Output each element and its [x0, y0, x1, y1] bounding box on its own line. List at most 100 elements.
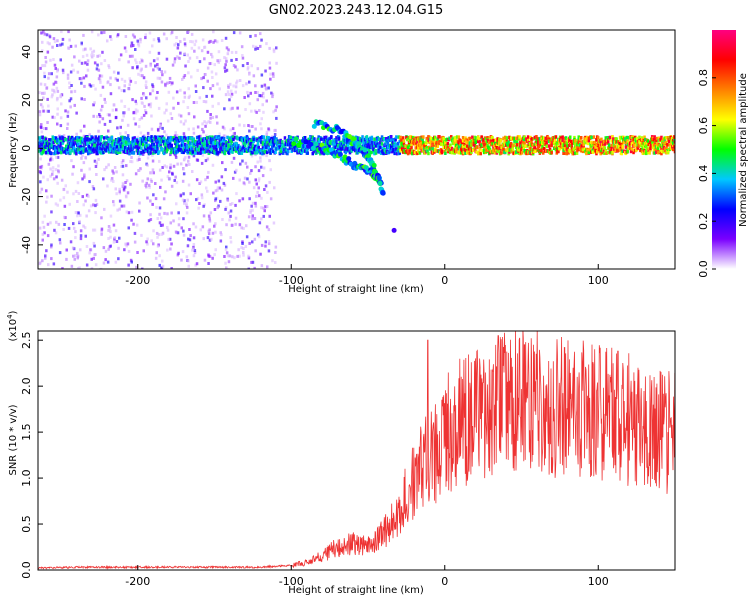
spectrogram-cell [144, 111, 148, 115]
spectrogram-cell [163, 130, 166, 134]
spectrogram-cell [182, 75, 186, 79]
spectrogram-cell [192, 127, 195, 131]
spectrogram-cell [98, 54, 101, 58]
spectrogram-cell [222, 143, 226, 147]
spectrogram-cell [547, 144, 551, 148]
spectrogram-cell [571, 151, 574, 156]
spectrogram-cell [86, 68, 90, 72]
spectrogram-cell [313, 141, 319, 147]
spectrogram-cell [185, 146, 189, 150]
spectrogram-cell [188, 163, 191, 166]
spectrogram-cell [202, 204, 205, 208]
spectrogram-cell [179, 162, 183, 166]
spectrogram-cell [217, 50, 221, 54]
spectrogram-cell [76, 142, 80, 147]
spectrogram-cell [95, 202, 99, 206]
spectrogram-cell [258, 221, 262, 225]
spectrogram-cell [517, 151, 520, 155]
spectrogram-cell [541, 145, 544, 149]
spectrogram-cell [195, 178, 199, 182]
spectrogram-cell [225, 59, 228, 63]
spectrogram-cell [378, 150, 381, 154]
spectrogram-cell [444, 141, 447, 145]
colorbar-tick-label: 0.6 [697, 117, 710, 135]
spectrogram-cell [272, 221, 276, 225]
spectrogram-cell [260, 84, 264, 88]
spectrogram-cell [210, 52, 213, 56]
spectrogram-cell [375, 140, 379, 144]
spectrogram-cell [63, 215, 66, 219]
spectrogram-cell [611, 151, 614, 155]
spectrogram-cell [250, 138, 254, 142]
spectrogram-cell [266, 190, 269, 194]
spectrogram-cell [175, 42, 178, 46]
spectrogram-cell [584, 140, 587, 145]
spectrogram-cell [464, 144, 467, 149]
spectrogram-cell [553, 140, 557, 144]
spectrogram-cell [267, 145, 271, 149]
spectrogram-cell [184, 119, 187, 123]
spectrogram-cell [348, 146, 352, 150]
spectrogram-cell [207, 232, 211, 236]
spectrogram-cell [54, 231, 58, 235]
spectrogram-cell [137, 42, 140, 46]
spectrogram-cell [520, 148, 523, 152]
spectrogram-cell [66, 122, 70, 126]
spectrogram-cell [62, 134, 66, 138]
spectrogram-cell [436, 137, 439, 141]
spectrogram-cell [274, 261, 277, 264]
spectrogram-cell [269, 197, 273, 201]
spectrogram-cell [53, 228, 56, 232]
spectrogram-cell [116, 208, 119, 212]
spectrogram-cell [92, 256, 95, 260]
snr-y-tick-label: 1.5 [20, 423, 33, 441]
spectrogram-cell [220, 140, 223, 144]
spectrogram-cell [411, 149, 414, 153]
spectrogram-cell [253, 237, 257, 241]
spectrogram-cell [100, 232, 103, 236]
spectrogram-cell [41, 64, 44, 68]
spectrogram-cell [56, 181, 59, 185]
spectrogram-cell [553, 145, 557, 150]
spectrogram-cell [59, 43, 62, 47]
spectrogram-cell [245, 224, 248, 228]
spectrogram-cell [81, 138, 85, 142]
spectrogram-cell [43, 83, 47, 87]
spectrogram-cell [45, 249, 48, 253]
spectrogram-cell [41, 141, 44, 146]
spectrogram-cell [187, 60, 190, 63]
spectrogram-cell [175, 181, 179, 185]
spectrogram-cell [238, 199, 241, 203]
spectrogram-cell [248, 129, 251, 133]
spectrogram-cell [526, 135, 530, 139]
spectrogram-cell [149, 62, 152, 66]
spectrogram-cell [660, 135, 663, 140]
spectrogram-cell [295, 147, 298, 151]
spectrogram-cell [515, 140, 519, 144]
spectrogram-cell [112, 240, 116, 244]
spectrogram-cell [223, 66, 227, 70]
spectrogram-cell [114, 229, 118, 233]
spectrogram-cell [113, 236, 117, 240]
spectrogram-cell [264, 240, 267, 244]
spectrogram-cell [257, 235, 261, 239]
spectrogram-cell [161, 148, 164, 152]
spectrogram-cell [48, 138, 51, 142]
spectrogram-cell [199, 141, 202, 145]
spectrogram-cell [248, 102, 252, 106]
spectrogram-cell [583, 147, 586, 151]
spectrogram-cell [259, 122, 262, 126]
spectrogram-cell [275, 61, 278, 65]
spectrogram-cell [69, 240, 73, 244]
spectrogram-cell [631, 135, 634, 139]
spectrogram-cell [120, 77, 124, 81]
spectrogram-cell [273, 133, 277, 136]
spectrogram-cell [127, 211, 131, 215]
spectrogram-cell [140, 67, 143, 71]
spectrogram-cell [38, 113, 42, 117]
spectrogram-cell [117, 246, 120, 250]
spectrogram-cell [141, 59, 144, 63]
spectrogram-cell [488, 140, 491, 145]
spectrogram-cell [185, 211, 189, 215]
